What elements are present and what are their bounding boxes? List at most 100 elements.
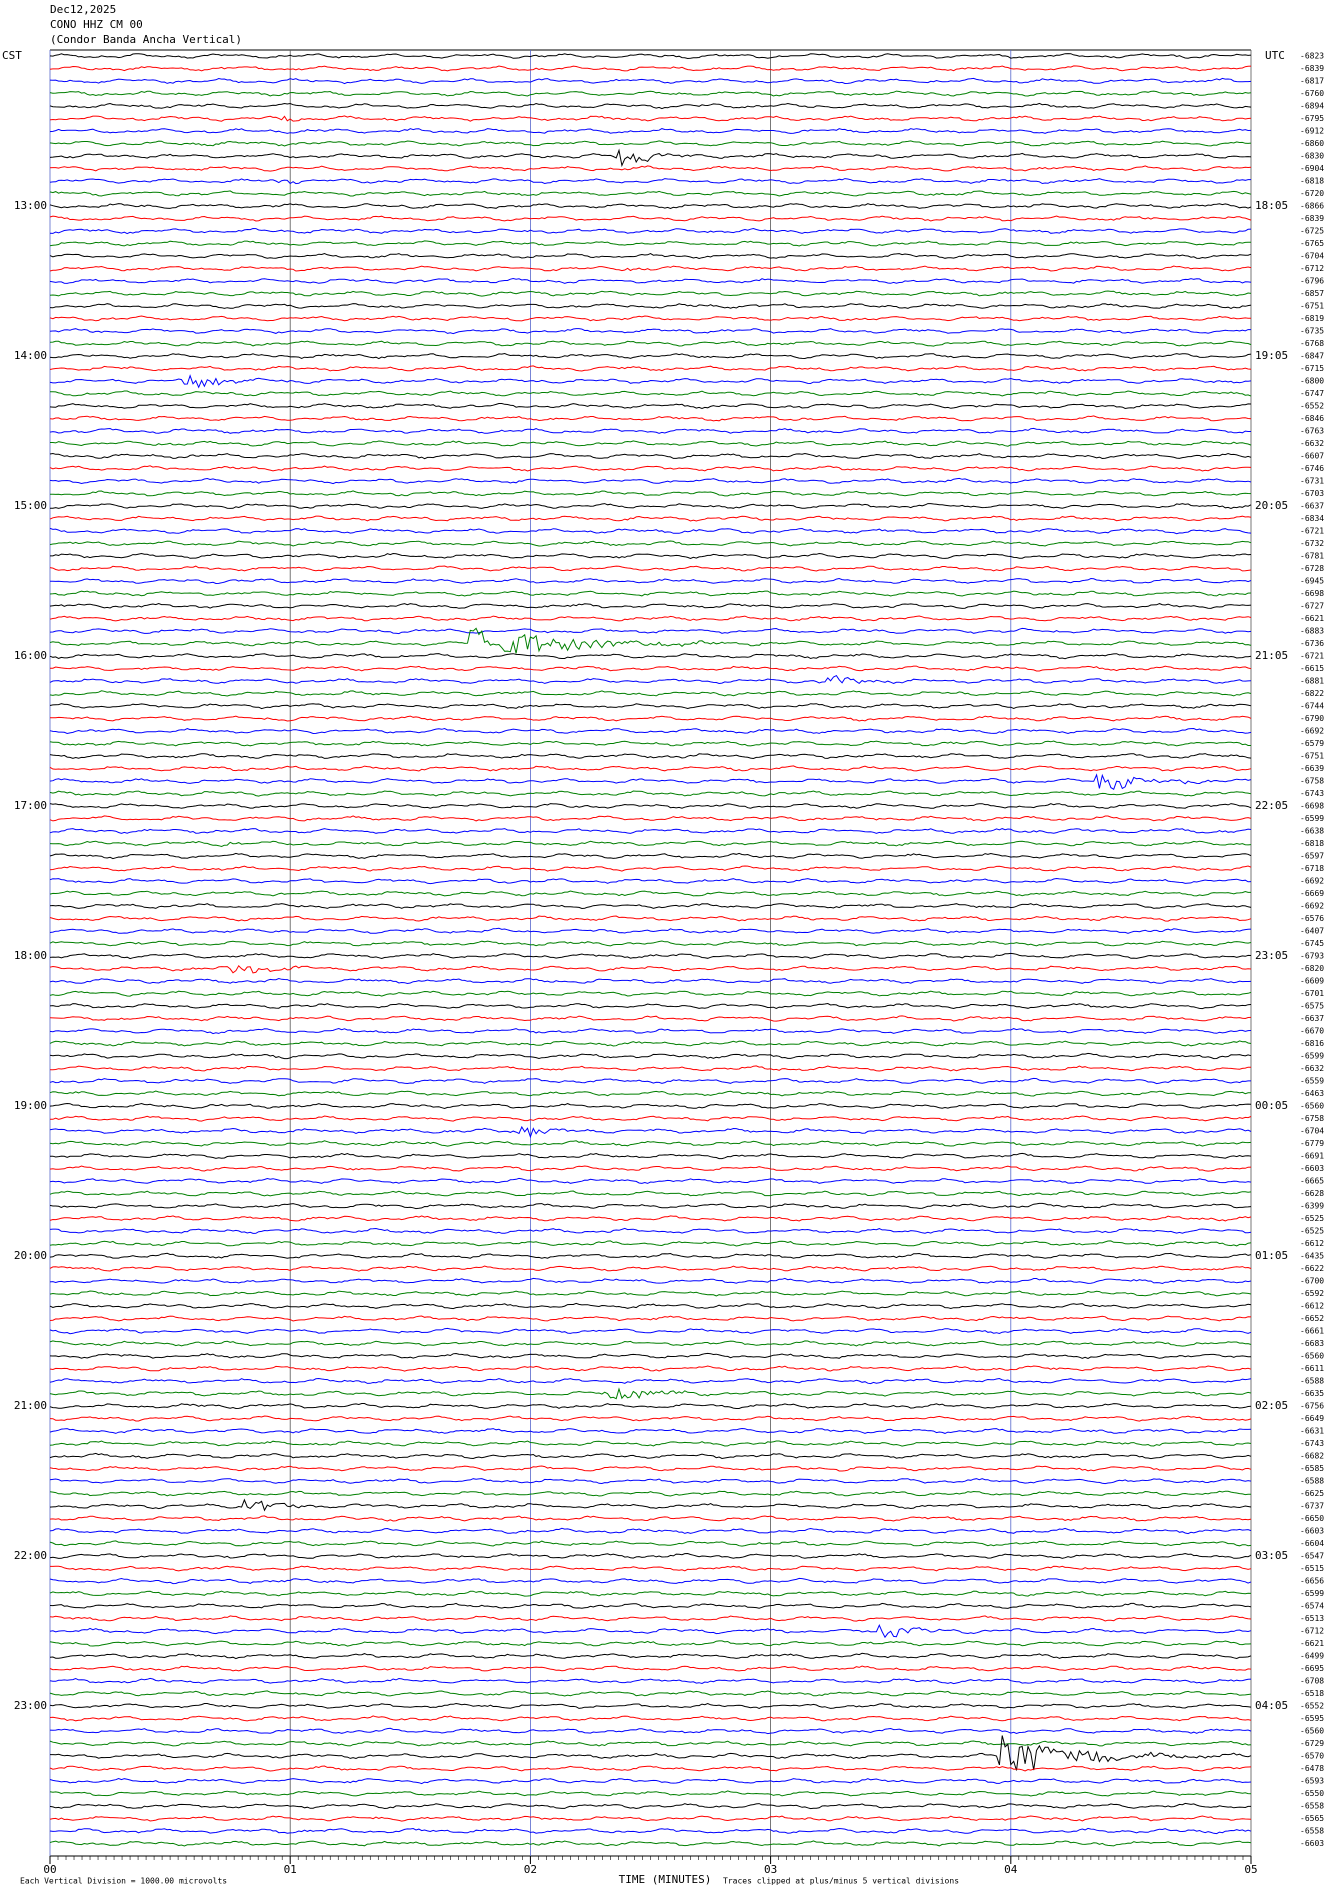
trace-value: -6588: [1300, 1377, 1324, 1386]
trace: [49, 215, 1252, 222]
hour-label-left: 20:00: [14, 1249, 47, 1262]
trace-value: -6747: [1300, 389, 1324, 398]
trace: [49, 1252, 1252, 1259]
trace: [50, 1565, 1252, 1572]
trace: [49, 178, 1251, 185]
trace-value: -6751: [1300, 752, 1324, 761]
trace-value: -6751: [1300, 302, 1324, 311]
trace-value: -6704: [1300, 1127, 1324, 1136]
trace-value: -6612: [1300, 1239, 1324, 1248]
trace: [49, 240, 1252, 247]
trace: [49, 1740, 1252, 1747]
trace: [49, 1540, 1252, 1547]
trace-value: -6758: [1300, 1114, 1324, 1123]
trace: [49, 115, 1252, 122]
trace-value: -6558: [1300, 1802, 1324, 1811]
trace-value: -6698: [1300, 589, 1324, 598]
trace-value: -6525: [1300, 1227, 1324, 1236]
trace-value: -6595: [1300, 1714, 1324, 1723]
trace-value: -6478: [1300, 1764, 1324, 1773]
trace-value: -6737: [1300, 1502, 1324, 1511]
hour-label-left: 23:00: [14, 1699, 47, 1712]
trace-value: -6800: [1300, 377, 1324, 386]
trace-value: -6904: [1300, 164, 1324, 173]
trace-value: -6560: [1300, 1727, 1324, 1736]
trace: [49, 1490, 1252, 1497]
trace: [49, 577, 1252, 585]
trace: [49, 977, 1252, 985]
trace: [50, 440, 1252, 447]
trace: [49, 303, 1252, 309]
trace-value: -6883: [1300, 627, 1324, 636]
trace: [49, 653, 1252, 660]
trace-value: -6818: [1300, 839, 1324, 848]
trace-value: -6743: [1300, 789, 1324, 798]
trace: [49, 627, 1252, 635]
trace: [49, 1665, 1252, 1672]
trace-value: -6552: [1300, 402, 1324, 411]
trace: [49, 1498, 1252, 1512]
trace: [49, 265, 1252, 272]
trace: [49, 403, 1252, 410]
trace: [49, 527, 1252, 535]
trace-value: -6599: [1300, 1589, 1324, 1598]
x-tick-label: 03: [764, 1863, 777, 1876]
trace: [49, 627, 1252, 654]
trace-value: -6669: [1300, 889, 1324, 898]
trace-value: -6599: [1300, 814, 1324, 823]
trace: [49, 165, 1252, 172]
hour-label-left: 22:00: [14, 1549, 47, 1562]
trace-value: -6621: [1300, 614, 1324, 623]
trace: [49, 1352, 1252, 1360]
trace-value: -6632: [1300, 439, 1324, 448]
trace: [49, 1552, 1252, 1559]
trace: [49, 328, 1251, 335]
trace: [49, 315, 1251, 322]
trace: [50, 490, 1252, 497]
trace: [49, 674, 1252, 685]
x-tick-label: 05: [1244, 1863, 1257, 1876]
trace-value: -6736: [1300, 639, 1324, 648]
trace-value: -6721: [1300, 652, 1324, 661]
trace-value: -6743: [1300, 1439, 1324, 1448]
trace-value: -6720: [1300, 189, 1324, 198]
trace-value: -6597: [1300, 852, 1324, 861]
trace: [49, 790, 1252, 797]
trace-value: -6683: [1300, 1339, 1324, 1348]
trace: [49, 1152, 1252, 1160]
x-tick-label: 02: [524, 1863, 537, 1876]
trace: [49, 452, 1252, 460]
trace-value: -6638: [1300, 827, 1324, 836]
trace: [49, 1290, 1252, 1297]
trace: [49, 840, 1252, 848]
trace: [49, 1765, 1252, 1772]
trace: [49, 365, 1252, 372]
trace-value: -6611: [1300, 1364, 1324, 1373]
trace: [49, 865, 1252, 872]
hour-label-left: 16:00: [14, 649, 47, 662]
trace: [49, 1440, 1252, 1447]
trace-value: -6830: [1300, 152, 1324, 161]
x-tick-label: 00: [43, 1863, 56, 1876]
trace: [49, 1790, 1252, 1797]
trace-value: -6691: [1300, 1152, 1324, 1161]
trace: [49, 815, 1252, 822]
trace: [49, 1452, 1252, 1460]
trace-value: -6701: [1300, 989, 1324, 998]
trace: [49, 503, 1252, 510]
clip-note: Traces clipped at plus/minus 5 vertical …: [723, 1877, 959, 1886]
trace-value: -6781: [1300, 552, 1324, 561]
trace: [49, 1227, 1252, 1234]
trace-value: -6604: [1300, 1539, 1324, 1548]
trace-value: -6615: [1300, 664, 1324, 673]
trace: [49, 1015, 1252, 1022]
hour-label-left: 19:00: [14, 1099, 47, 1112]
trace: [49, 940, 1252, 947]
trace-value: -6715: [1300, 364, 1324, 373]
trace: [49, 602, 1252, 609]
hour-label-right: 22:05: [1255, 799, 1288, 812]
trace-value: -6407: [1300, 927, 1324, 936]
trace-value: -6721: [1300, 527, 1324, 536]
trace: [49, 615, 1252, 622]
trace: [49, 1602, 1252, 1609]
